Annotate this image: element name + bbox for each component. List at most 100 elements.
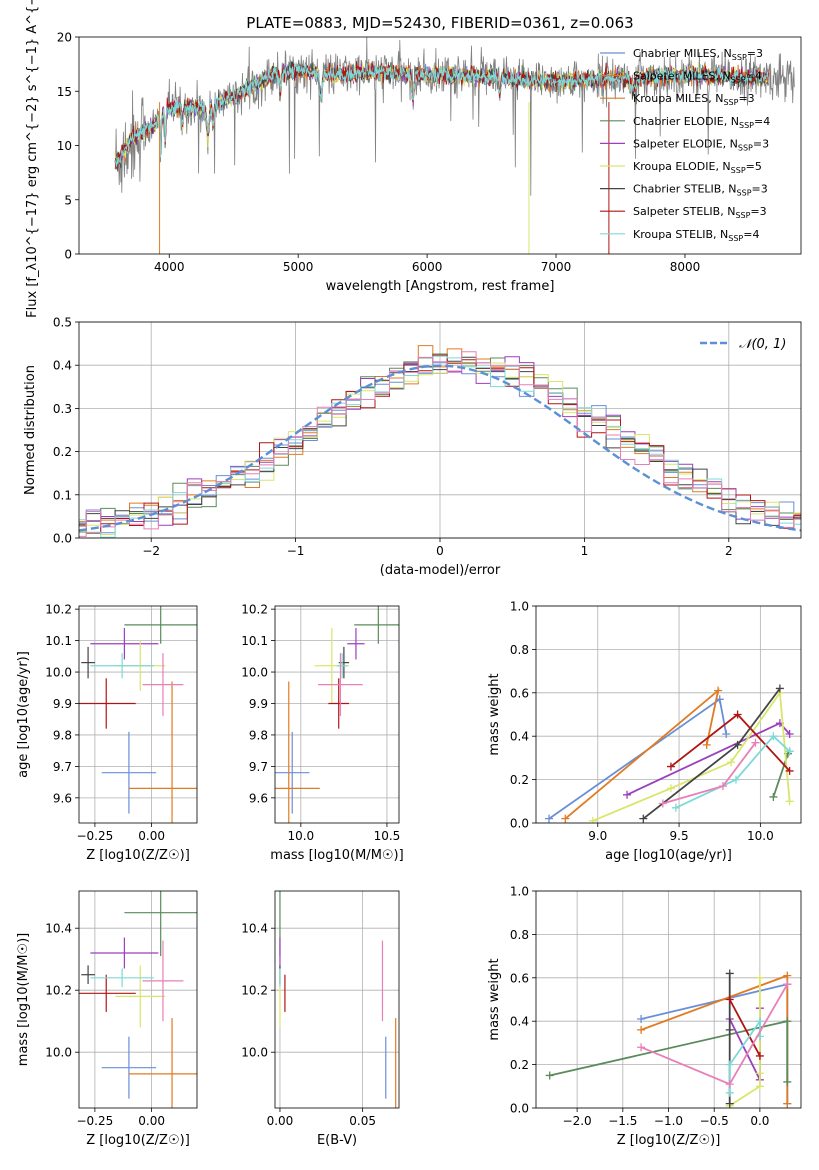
plus-marker (755, 1017, 764, 1026)
y-tick-label: 9.9 (249, 697, 268, 711)
plus-marker (755, 1069, 764, 1078)
grid (275, 891, 399, 1108)
series-line (728, 1018, 761, 1093)
weight-series (666, 710, 794, 775)
y-tick-label: 10.1 (45, 634, 72, 648)
legend-label: Kroupa MILES, NSSP=3 (633, 92, 755, 107)
y-axis-label: Flux [f_λ10^{−17} erg cm^{−2} s^{−1} A^{… (25, 0, 40, 318)
weight-series (623, 719, 794, 799)
grid (275, 606, 399, 823)
x-axis-label: E(B-V) (317, 1133, 357, 1148)
legend-label: Kroupa STELIB, NSSP=4 (633, 228, 759, 243)
plus-marker (623, 790, 632, 799)
y-tick-label: 0 (64, 248, 72, 262)
plus-marker (725, 995, 734, 1004)
series-line (675, 734, 791, 809)
residual-histogram-panel: −2 −1 0 1 2 0.0 0.1 0.2 0.3 0.4 0.5 (data-model)/er… (23, 316, 802, 578)
y-tick-label: 10.0 (45, 666, 72, 680)
x-tick-label: −2 (142, 544, 160, 558)
y-tick-label: 9.8 (53, 728, 72, 742)
plot-area (545, 684, 794, 823)
y-axis-label: mass weight (487, 958, 502, 1040)
errorbar-point (124, 891, 197, 957)
x-tick-label: 0 (436, 544, 444, 558)
weight-series (561, 686, 723, 823)
residual-histogram (79, 356, 801, 526)
plus-marker (639, 814, 648, 823)
x-tick-label: 0.0 (750, 1114, 769, 1128)
y-tick-label: 9.8 (249, 728, 268, 742)
legend-label: Salpeter MILES, NSSP=4 (633, 70, 762, 85)
errorbar-point (347, 628, 365, 660)
x-tick-label: 10.0 (287, 829, 314, 843)
x-tick-label: −0.25 (76, 829, 113, 843)
x-tick-label: 1 (581, 544, 589, 558)
y-tick-label: 1.0 (510, 600, 529, 614)
y-tick-label: 0.8 (510, 928, 529, 942)
y-axis-label: mass weight (487, 673, 502, 755)
plus-marker (755, 973, 764, 982)
y-tick-label: 0.3 (53, 402, 72, 416)
x-tick-label: 7000 (541, 260, 572, 274)
plus-marker (725, 1099, 734, 1108)
spectrum-panel: 4000 5000 6000 7000 8000 0 5 10 15 20 wavelength [… (25, 0, 802, 318)
legend-label: 𝒩(0, 1) (739, 337, 786, 352)
mass-weight-vs-age-panel: 9.0 9.5 10.0 0.0 0.2 0.4 0.6 0.8 1.0 age [log10(a… (487, 600, 802, 863)
plus-marker (783, 980, 792, 989)
mass-vs-reddening-panel: 0.00 0.05 10.0 10.2 10.4 E(B-V) (241, 890, 400, 1148)
axes-frame (78, 321, 802, 539)
y-tick-label: 0.4 (53, 359, 72, 373)
y-tick-label: 0.2 (53, 445, 72, 459)
y-tick-label: 1.0 (510, 885, 529, 899)
residual-histogram (79, 362, 801, 534)
x-tick-label: −0.5 (700, 1114, 729, 1128)
legend: 𝒩(0, 1) (700, 337, 786, 352)
errorbar-point (101, 1036, 157, 1099)
plus-marker (785, 766, 794, 775)
y-tick-label: 0.6 (510, 971, 529, 985)
plus-marker (725, 1080, 734, 1089)
plus-marker (725, 1060, 734, 1069)
x-tick-label: 2 (725, 544, 733, 558)
errorbar-point (90, 628, 159, 660)
y-tick-label: 9.9 (53, 697, 72, 711)
series-line (728, 999, 761, 1057)
x-tick-label: 9.0 (588, 829, 607, 843)
y-tick-label: 10.2 (241, 603, 268, 617)
plus-marker (785, 797, 794, 806)
y-tick-label: 0.4 (510, 1015, 529, 1029)
axes-frame (78, 605, 198, 824)
axes-frame (274, 890, 400, 1109)
axes-frame (535, 890, 802, 1109)
errorbar-point (142, 940, 184, 1022)
errorbar-point (275, 681, 320, 823)
axes-frame (535, 605, 802, 824)
y-tick-label: 10.2 (45, 984, 72, 998)
axes-frame (274, 605, 400, 824)
legend-label: Chabrier STELIB, NSSP=3 (633, 183, 768, 198)
weight-series (725, 1017, 764, 1097)
y-tick-label: 10 (57, 139, 72, 153)
plus-marker (733, 710, 742, 719)
y-tick-label: 0.0 (510, 1102, 529, 1116)
y-tick-label: 9.6 (53, 791, 72, 805)
plus-marker (588, 816, 597, 823)
plus-marker (702, 740, 711, 749)
plus-marker (755, 1051, 764, 1060)
y-tick-label: 0.6 (510, 686, 529, 700)
y-tick-label: 15 (57, 85, 72, 99)
errorbar-point (81, 646, 95, 679)
errorbar-point (79, 974, 136, 1012)
errorbar-point (337, 653, 348, 679)
y-tick-label: 0.2 (510, 773, 529, 787)
weight-series (588, 688, 794, 823)
x-tick-label: −0.25 (76, 1114, 113, 1128)
plus-marker (714, 686, 723, 695)
errorbar-point (81, 965, 95, 984)
legend-label: Salpeter STELIB, NSSP=3 (633, 205, 767, 220)
y-tick-label: 0.5 (53, 316, 72, 330)
y-tick-label: 9.7 (249, 760, 268, 774)
y-tick-label: 0.4 (510, 730, 529, 744)
plus-marker (561, 814, 570, 823)
y-tick-label: 10.0 (241, 666, 268, 680)
